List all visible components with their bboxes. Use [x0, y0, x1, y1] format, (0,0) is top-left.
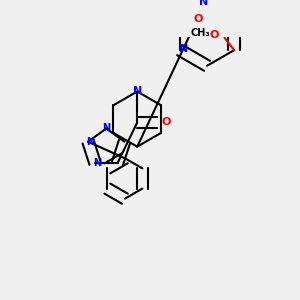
Text: O: O — [209, 30, 218, 40]
Text: N: N — [86, 137, 94, 147]
Text: N: N — [199, 0, 208, 7]
Text: CH₃: CH₃ — [190, 28, 210, 38]
Text: N: N — [179, 44, 188, 54]
Text: O: O — [194, 14, 203, 24]
Text: N: N — [102, 122, 110, 133]
Text: O: O — [162, 118, 171, 128]
Text: N: N — [133, 85, 142, 95]
Text: N: N — [93, 158, 101, 168]
